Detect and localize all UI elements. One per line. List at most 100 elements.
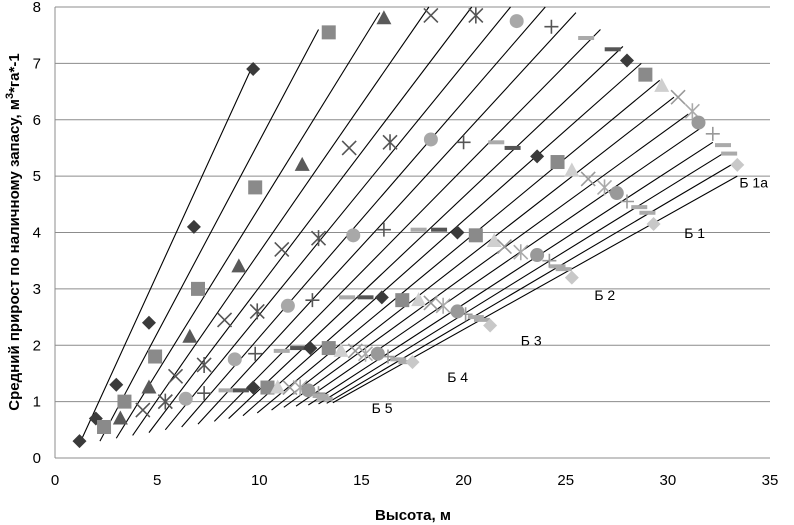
trend-line-4 [132,6,430,436]
point-17-2 [390,357,407,362]
point-7-4 [376,222,391,237]
trend-line-6 [164,6,511,431]
y-tick-label-7: 7 [33,55,41,72]
point-7-3 [305,293,320,308]
y-tick-label-4: 4 [33,225,41,242]
point-13-3 [423,295,439,311]
point-4-3 [216,312,233,328]
point-12-5 [564,162,580,177]
trend-line-1 [79,68,252,445]
point-4-2 [167,368,184,384]
annotation-labels: Б 1а Б 1 Б 2 Б 3 Б 4 Б 5 [372,174,769,416]
y-tick-label-8: 8 [33,0,41,16]
point-3-2 [141,379,157,394]
point-7-2 [248,346,263,361]
point-5-1 [157,393,173,410]
point-8-2 [273,348,290,353]
x-tick-label-6: 30 [660,472,677,489]
trend-line-9 [213,29,601,422]
point-18-6 [721,151,738,156]
point-9-3 [357,295,374,300]
point-11-1 [260,380,275,395]
point-10-4 [450,225,465,240]
y-axis-title-rest: *га*-1 [6,53,23,93]
point-1-4 [141,315,156,330]
gridlines [55,6,770,403]
y-axis-title: Средний прирост по наличному запасу, м3*… [4,53,23,410]
trend-line-15 [295,127,701,407]
point-18-4 [555,267,572,272]
point-9-6 [604,47,621,52]
point-4-6 [423,7,439,24]
point-6-2 [227,352,242,367]
point-9-2 [290,346,307,351]
point-3-3 [182,328,198,343]
point-16-2 [380,349,395,364]
point-15-3 [450,304,465,319]
point-17-4 [549,264,566,269]
point-16-4 [542,253,557,268]
point-8-4 [410,227,427,232]
trend-line-7 [181,6,546,428]
point-8-5 [488,140,505,145]
annotation-label-3: Б 2 [594,287,615,303]
point-6-6 [509,14,524,29]
point-11-5 [550,155,565,170]
point-1-1 [72,434,87,449]
point-14-4 [513,244,529,261]
y-tick-label-3: 3 [33,281,41,298]
point-18-3 [473,317,490,322]
trend-line-2 [99,29,320,442]
point-4-5 [341,140,357,156]
point-10-2 [303,341,318,356]
point-1-5 [186,219,201,234]
annotation-label-4: Б 3 [521,332,542,348]
point-11-6 [638,67,653,82]
point-7-1 [197,386,212,401]
point-14-5 [596,179,613,196]
point-6-1 [178,391,193,406]
x-tick-label-0: 0 [51,472,59,489]
annotation-label-5: Б 4 [447,369,468,385]
point-15-6 [691,115,706,130]
axes [54,7,770,459]
point-11-2 [321,341,336,356]
x-tick-label-7: 35 [762,472,779,489]
x-tick-label-1: 5 [153,472,161,489]
x-axis-title: Высота, м [375,507,451,524]
annotation-label-2: Б 1 [684,225,705,241]
trend-line-8 [197,12,577,425]
point-2-4 [191,281,205,296]
point-1-6 [246,62,261,77]
trend-lines [79,6,738,445]
trend-line-16 [308,141,714,406]
point-16-5 [620,194,634,209]
point-5-5 [382,134,398,151]
point-10-6 [620,53,634,68]
point-2-6 [321,25,336,40]
point-13-5 [580,171,596,187]
point-8-6 [578,36,595,41]
point-17-6 [715,143,732,148]
point-19-2 [483,318,498,333]
trend-line-3 [115,12,381,439]
point-9-1 [232,388,249,393]
y-axis-title-base: Средний прирост по наличному запасу, м [6,99,23,411]
tick-labels: 0 5 10 15 20 25 30 35 0 1 2 3 4 5 6 7 8 [33,0,779,489]
y-tick-label-2: 2 [33,337,41,354]
point-5-4 [310,230,327,247]
annotation-label-6: Б 5 [372,400,393,416]
y-axis-title-sup: 3 [4,93,16,99]
trend-line-12 [256,79,661,414]
trend-line-10 [228,46,624,419]
point-13-6 [670,89,686,105]
point-2-1 [97,419,112,434]
point-8-3 [339,295,356,300]
data-points [72,7,745,449]
trend-line-5 [148,6,473,433]
point-6-4 [346,228,361,243]
point-3-4 [231,258,247,273]
point-16-3 [458,307,473,322]
point-17-3 [467,315,484,320]
x-tick-label-2: 10 [251,472,268,489]
